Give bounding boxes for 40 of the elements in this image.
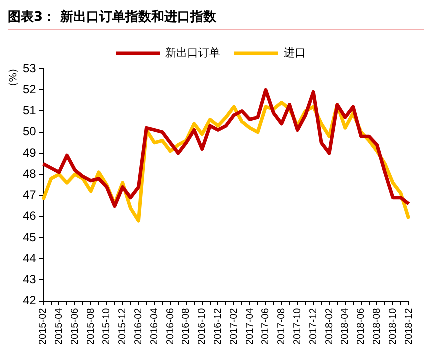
y-tick-label: 49 (22, 146, 37, 160)
chart-title: 图表3： 新出口订单指数和进口指数 (8, 8, 424, 30)
legend-label: 新出口订单 (166, 46, 220, 60)
x-tick-label: 2017-10 (292, 308, 304, 346)
y-tick-label: 43 (22, 272, 37, 286)
x-tick-label: 2017-02 (228, 308, 240, 346)
x-tick-label: 2015-06 (70, 308, 81, 346)
x-tick-label: 2016-10 (197, 308, 208, 346)
x-tick-label: 2016-06 (165, 308, 176, 346)
x-tick-label: 2017-06 (260, 308, 272, 346)
x-tick-label: 2018-06 (356, 308, 368, 346)
y-tick-label: 52 (22, 82, 37, 96)
y-tick-label: 45 (22, 230, 37, 244)
x-tick-label: 2015-04 (54, 308, 65, 346)
y-tick-label: 44 (22, 251, 37, 266)
x-tick-label: 2016-04 (149, 308, 160, 346)
x-tick-label: 2018-10 (388, 308, 399, 346)
x-tick-label: 2018-08 (372, 308, 383, 346)
y-tick-label: 51 (22, 104, 37, 118)
y-tick-label: 47 (22, 188, 37, 202)
x-tick-label: 2018-04 (340, 308, 352, 346)
y-axis-title: (%) (8, 68, 20, 86)
y-tick-label: 46 (22, 209, 37, 224)
x-tick-label: 2015-10 (102, 308, 113, 346)
x-tick-label: 2015-08 (86, 308, 97, 346)
x-tick-label: 2015-02 (38, 308, 50, 346)
y-tick-label: 42 (22, 294, 37, 308)
x-tick-label: 2016-12 (212, 308, 224, 346)
x-tick-label: 2018-02 (324, 308, 336, 346)
x-tick-label: 2017-12 (308, 308, 320, 346)
x-tick-label: 2016-02 (133, 308, 144, 346)
y-tick-label: 48 (22, 166, 37, 181)
x-tick-label: 2016-08 (181, 308, 192, 346)
x-tick-label: 2017-04 (244, 308, 256, 346)
x-tick-label: 2017-08 (276, 308, 288, 346)
y-tick-label: 53 (22, 61, 37, 76)
legend-label: 进口 (284, 46, 306, 60)
x-tick-label: 2018-12 (404, 308, 415, 346)
y-tick-label: 50 (22, 124, 37, 139)
x-tick-label: 2015-12 (118, 308, 129, 346)
